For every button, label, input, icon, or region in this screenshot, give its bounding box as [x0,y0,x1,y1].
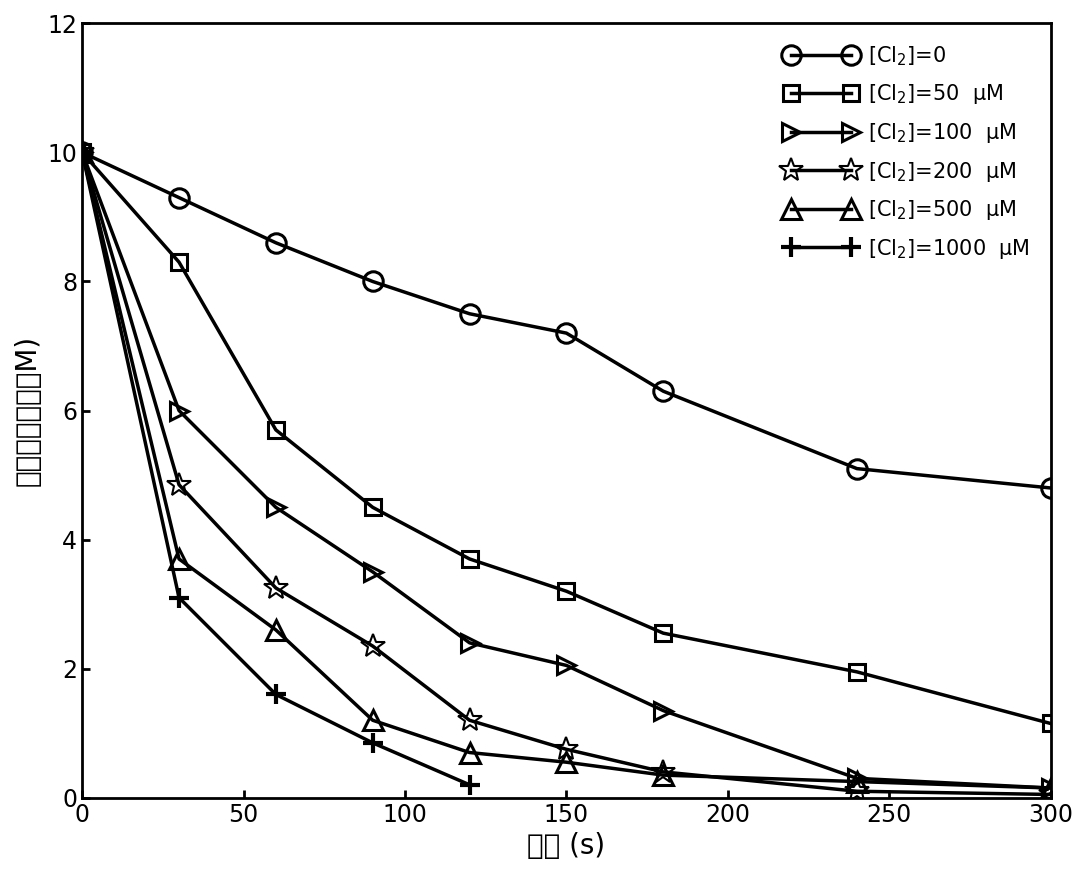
[Cl$_2$]=500  μM [270,625,283,635]
Line: [Cl$_2$]=50  μM: [Cl$_2$]=50 μM [74,144,1059,732]
[Cl$_2$]=50  μM [463,554,476,565]
Legend: [Cl$_2$]=0, [Cl$_2$]=50  μM, [Cl$_2$]=100  μM, [Cl$_2$]=200  μM, [Cl$_2$]=500  μ: [Cl$_2$]=0, [Cl$_2$]=50 μM, [Cl$_2$]=100… [774,34,1040,271]
[Cl$_2$]=100  μM [850,773,863,784]
[Cl$_2$]=50  μM [850,667,863,677]
[Cl$_2$]=0 [270,238,283,248]
[Cl$_2$]=100  μM [657,705,670,716]
[Cl$_2$]=100  μM [560,660,573,670]
[Cl$_2$]=1000  μM [366,738,379,748]
[Cl$_2$]=1000  μM [173,593,186,603]
[Cl$_2$]=1000  μM [270,690,283,700]
[Cl$_2$]=0 [560,328,573,338]
X-axis label: 时间 (s): 时间 (s) [527,832,605,860]
[Cl$_2$]=50  μM [366,502,379,512]
[Cl$_2$]=500  μM [173,554,186,565]
[Cl$_2$]=0 [366,276,379,287]
[Cl$_2$]=0 [850,463,863,474]
[Cl$_2$]=50  μM [657,628,670,638]
Line: [Cl$_2$]=0: [Cl$_2$]=0 [73,142,1060,497]
[Cl$_2$]=200  μM [1045,789,1058,800]
[Cl$_2$]=100  μM [463,638,476,649]
[Cl$_2$]=100  μM [1045,783,1058,794]
[Cl$_2$]=0 [76,147,89,157]
[Cl$_2$]=50  μM [1045,718,1058,729]
[Cl$_2$]=200  μM [76,147,89,157]
Line: [Cl$_2$]=500  μM: [Cl$_2$]=500 μM [73,142,1060,798]
[Cl$_2$]=200  μM [173,480,186,490]
[Cl$_2$]=50  μM [560,586,573,596]
[Cl$_2$]=100  μM [366,566,379,577]
Line: [Cl$_2$]=100  μM: [Cl$_2$]=100 μM [73,143,1060,797]
[Cl$_2$]=500  μM [657,770,670,780]
[Cl$_2$]=50  μM [76,147,89,157]
[Cl$_2$]=0 [463,309,476,319]
Y-axis label: 碳帕醇的浓度（M): 碳帕醇的浓度（M) [14,335,42,486]
[Cl$_2$]=200  μM [657,766,670,777]
[Cl$_2$]=100  μM [76,147,89,157]
[Cl$_2$]=500  μM [76,147,89,157]
[Cl$_2$]=50  μM [173,257,186,267]
[Cl$_2$]=0 [1045,482,1058,493]
[Cl$_2$]=500  μM [560,757,573,767]
[Cl$_2$]=500  μM [366,715,379,725]
[Cl$_2$]=1000  μM [463,780,476,790]
Line: [Cl$_2$]=1000  μM: [Cl$_2$]=1000 μM [72,142,480,795]
[Cl$_2$]=200  μM [463,715,476,725]
[Cl$_2$]=100  μM [173,406,186,416]
[Cl$_2$]=500  μM [1045,783,1058,794]
[Cl$_2$]=200  μM [366,641,379,651]
[Cl$_2$]=50  μM [270,425,283,435]
[Cl$_2$]=200  μM [850,786,863,796]
[Cl$_2$]=0 [173,192,186,203]
Line: [Cl$_2$]=200  μM: [Cl$_2$]=200 μM [70,140,1063,807]
[Cl$_2$]=500  μM [463,747,476,758]
[Cl$_2$]=100  μM [270,502,283,512]
[Cl$_2$]=200  μM [560,744,573,754]
[Cl$_2$]=200  μM [270,583,283,593]
[Cl$_2$]=0 [657,386,670,397]
[Cl$_2$]=1000  μM [76,147,89,157]
[Cl$_2$]=500  μM [850,776,863,787]
